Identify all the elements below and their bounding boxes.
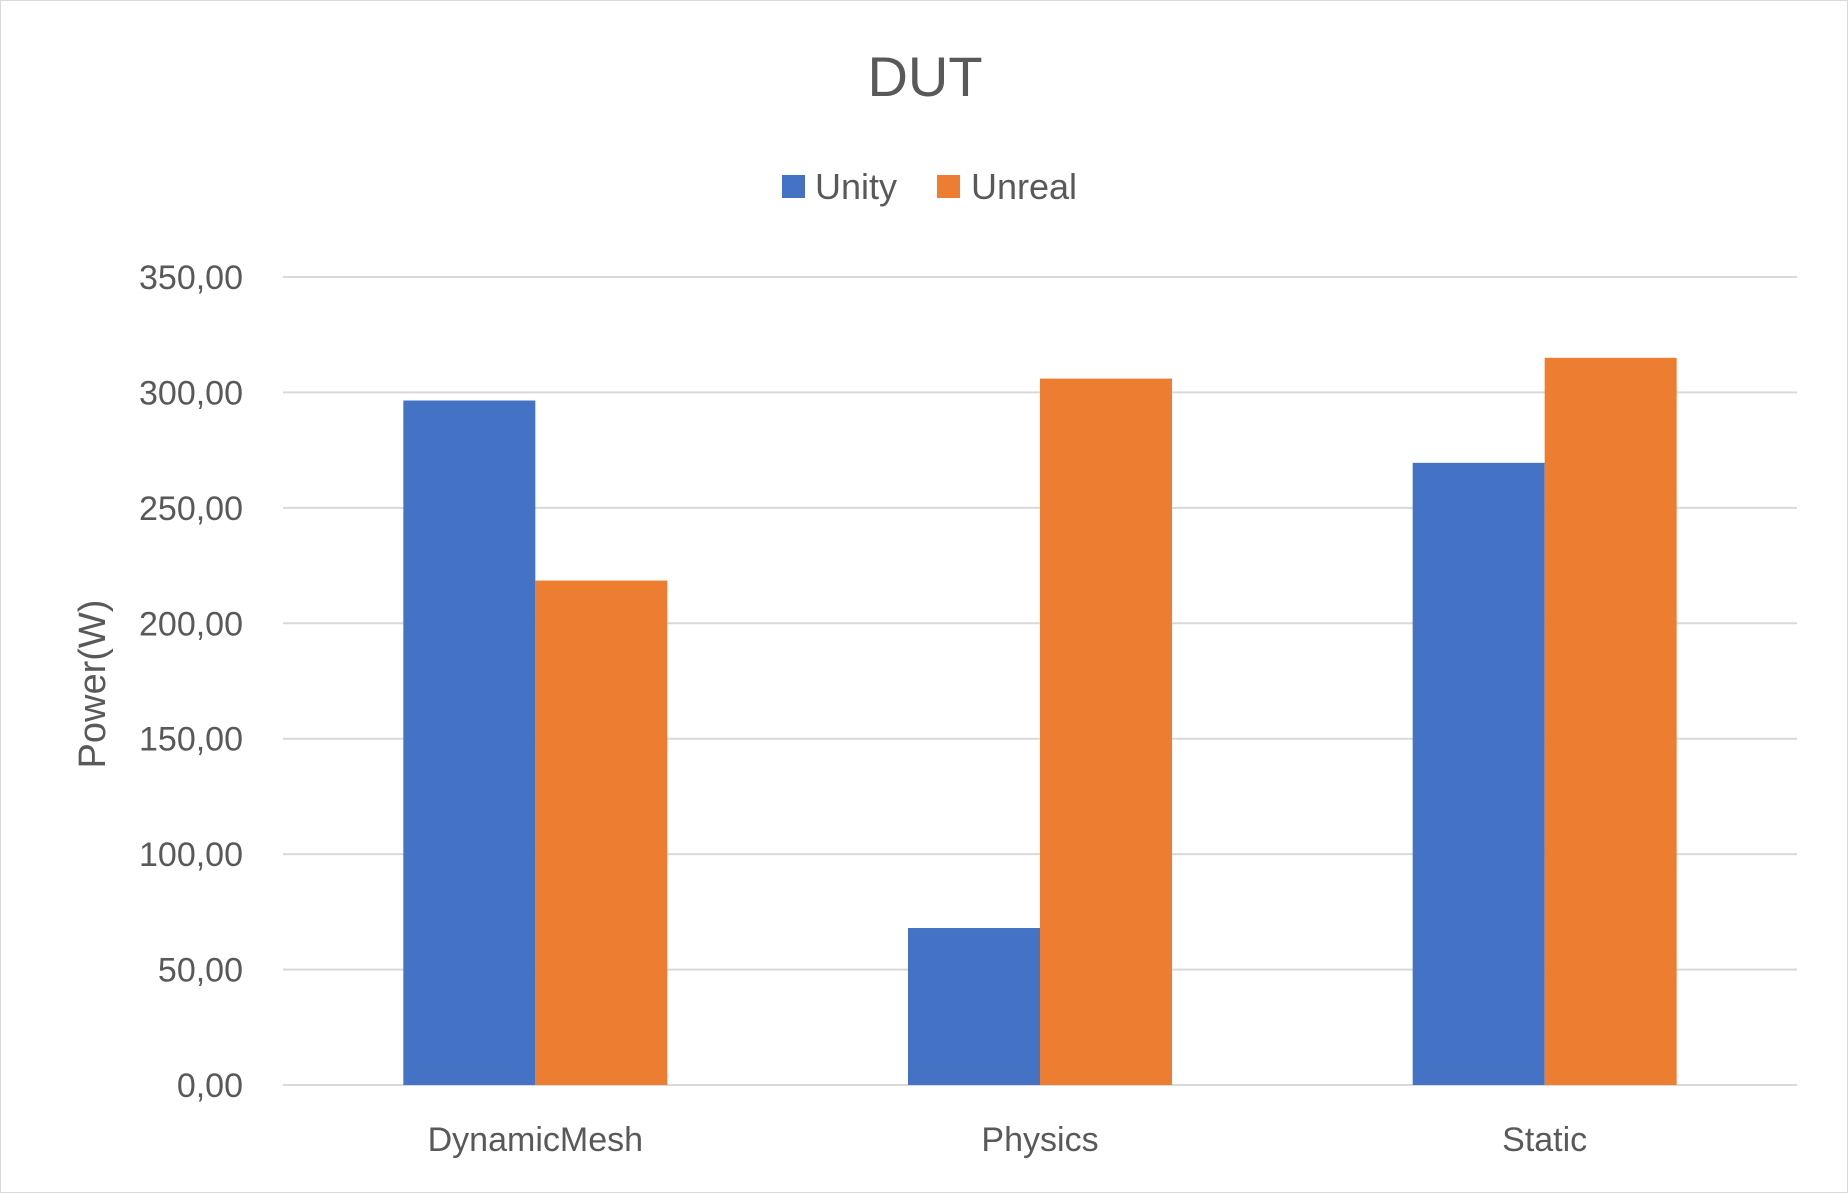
chart-title: DUT <box>867 45 982 108</box>
y-tick-label: 350,00 <box>139 259 243 297</box>
y-tick-label: 300,00 <box>139 374 243 412</box>
y-tick-label: 100,00 <box>139 836 243 874</box>
bar-unity-static <box>1412 462 1545 1086</box>
legend: Unity Unreal <box>782 166 1077 207</box>
bars <box>403 357 1677 1086</box>
x-tick-label: Physics <box>981 1121 1098 1159</box>
legend-label-unity: Unity <box>815 166 897 207</box>
y-tick-label: 200,00 <box>139 605 243 643</box>
bar-unreal-physics <box>1040 378 1172 1085</box>
bar-unity-dynamicmesh <box>403 400 536 1086</box>
legend-label-unreal: Unreal <box>971 166 1077 207</box>
legend-swatch-unity <box>782 175 805 198</box>
y-tick-label: 150,00 <box>139 721 243 759</box>
bar-unreal-dynamicmesh <box>535 580 668 1085</box>
legend-swatch-unreal <box>937 175 960 198</box>
bar-unity-physics <box>908 928 1040 1085</box>
y-axis-tick-labels: 0,00 50,00 100,00 150,00 200,00 250,00 300,00 3… <box>139 259 243 1105</box>
x-tick-label: DynamicMesh <box>428 1121 643 1159</box>
y-axis-title: Power(W) <box>72 600 114 769</box>
x-axis-tick-labels: DynamicMesh Physics Static <box>428 1121 1588 1159</box>
bar-unreal-static <box>1544 357 1677 1085</box>
x-tick-label: Static <box>1502 1121 1587 1159</box>
y-tick-label: 0,00 <box>177 1067 243 1105</box>
y-tick-label: 50,00 <box>158 952 243 990</box>
y-tick-label: 250,00 <box>139 490 243 528</box>
